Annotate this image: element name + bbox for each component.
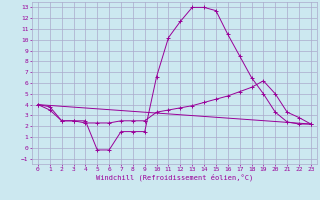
X-axis label: Windchill (Refroidissement éolien,°C): Windchill (Refroidissement éolien,°C) (96, 174, 253, 181)
